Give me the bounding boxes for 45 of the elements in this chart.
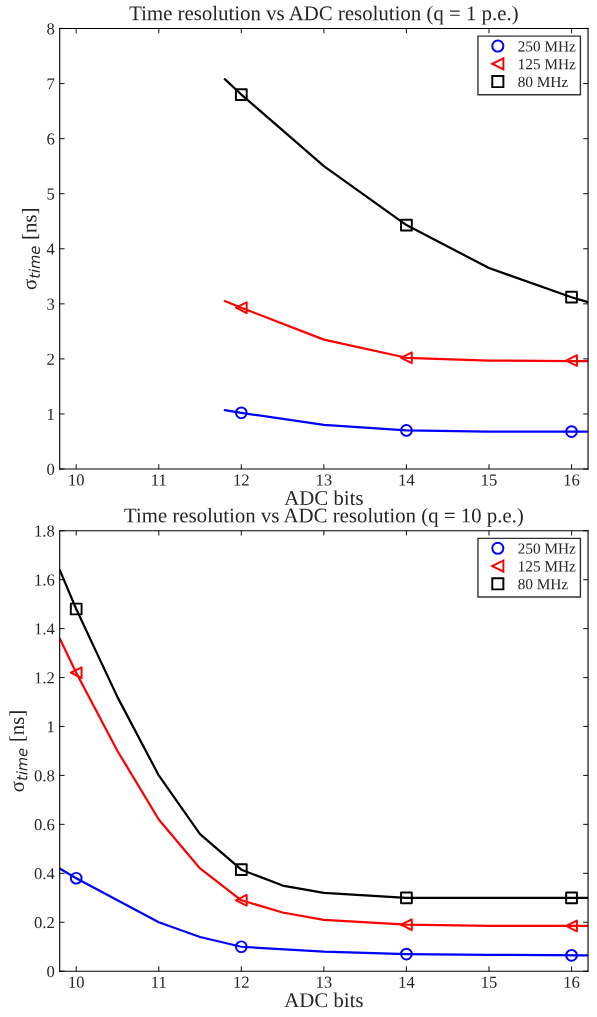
y-tick-label: 0.2 xyxy=(34,916,54,929)
legend-label: 80 MHz xyxy=(518,76,568,88)
x-tick-label: 10 xyxy=(69,474,84,486)
y-tick-label: 1 xyxy=(47,721,54,733)
x-tick-label: 15 xyxy=(482,976,497,988)
y-tick-label: 1.2 xyxy=(35,672,54,684)
legend-label: 125 MHz xyxy=(519,59,576,70)
y-tick-label: 1.6 xyxy=(35,574,55,586)
x-tick-label: 10 xyxy=(69,976,84,988)
x-axis-title: ADC bits xyxy=(284,490,363,506)
x-tick-label: 13 xyxy=(317,976,332,988)
x-tick-label: 12 xyxy=(234,474,249,486)
y-tick-label: 1.4 xyxy=(35,623,55,635)
y-tick-label: 0.4 xyxy=(34,868,55,880)
y-tick-label: 7 xyxy=(47,78,55,90)
y-tick-label: 8 xyxy=(47,23,55,35)
legend-label: 250 MHz xyxy=(518,543,576,554)
x-tick-label: 14 xyxy=(399,976,415,988)
x-tick-label: 11 xyxy=(152,976,166,988)
y-tick-label: 5 xyxy=(47,188,55,200)
y-tick-label: 0.6 xyxy=(34,819,55,831)
y-tick-label: 2 xyxy=(47,353,54,365)
y-tick-label: 0 xyxy=(47,965,55,978)
y-tick-label: 6 xyxy=(47,133,55,145)
x-tick-label: 16 xyxy=(564,474,580,486)
y-axis-title: σ$_{time}$ [ns] xyxy=(21,209,41,290)
chart-title: Time resolution vs ADC resolution (q = 10 p.e.) xyxy=(124,507,523,527)
x-tick-label: 11 xyxy=(152,474,166,486)
y-tick-label: 1.8 xyxy=(35,525,55,537)
legend-label: 250 MHz xyxy=(518,41,576,52)
x-axis-title: ADC bits xyxy=(284,992,363,1008)
x-tick-label: 13 xyxy=(317,474,332,486)
y-tick-label: 0.8 xyxy=(34,770,55,782)
y-tick-label: 3 xyxy=(47,298,55,310)
x-tick-label: 15 xyxy=(482,474,497,486)
legend-label: 125 MHz xyxy=(519,561,576,572)
y-tick-label: 4 xyxy=(46,243,55,255)
x-tick-label: 12 xyxy=(234,976,249,988)
x-tick-label: 14 xyxy=(399,474,415,486)
y-axis-title: σ$_{time}$ [ns] xyxy=(9,711,28,792)
y-tick-label: 0 xyxy=(47,463,55,475)
chart-title: Time resolution vs ADC resolution (q = 1 p.e.) xyxy=(129,5,518,25)
legend-label: 80 MHz xyxy=(518,578,568,590)
x-tick-label: 16 xyxy=(564,976,580,988)
y-tick-label: 1 xyxy=(47,408,54,420)
